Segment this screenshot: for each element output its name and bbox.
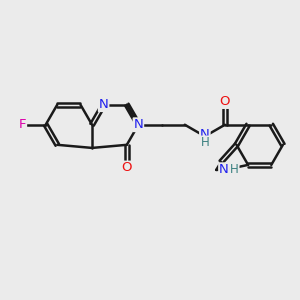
Text: H: H bbox=[200, 136, 209, 149]
Text: O: O bbox=[122, 161, 132, 175]
Text: F: F bbox=[19, 118, 26, 131]
Text: O: O bbox=[220, 95, 230, 108]
Text: N: N bbox=[200, 128, 210, 141]
Text: N: N bbox=[219, 163, 229, 176]
Text: H: H bbox=[230, 163, 239, 176]
Text: N: N bbox=[99, 98, 109, 111]
Text: N: N bbox=[134, 118, 143, 131]
